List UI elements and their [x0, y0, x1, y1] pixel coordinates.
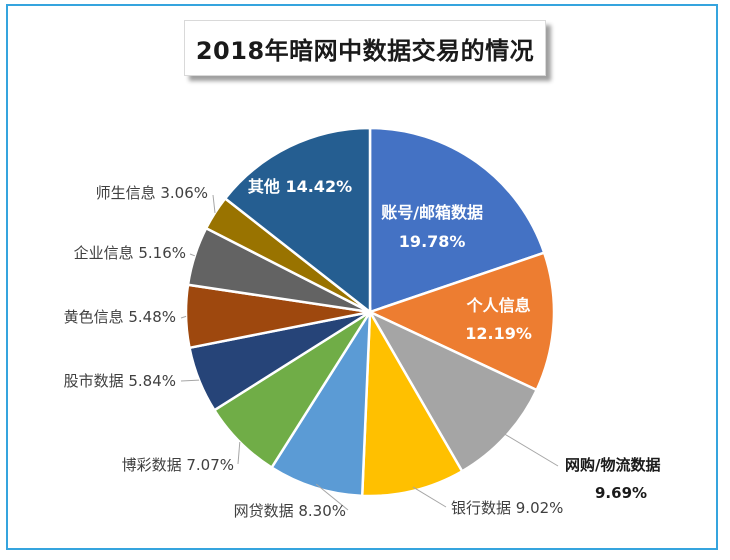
leader-line	[315, 483, 349, 511]
slice-label: 黄色信息 5.48%	[64, 308, 176, 326]
slice-label: 网购/物流数据	[565, 456, 660, 474]
chart-title: 2018年暗网中数据交易的情况	[195, 36, 535, 65]
pie-slice	[366, 309, 539, 473]
slice-label: 银行数据 9.02%	[451, 499, 563, 517]
slice-percent: 19.78%	[399, 232, 466, 251]
chart-title-box: 2018年暗网中数据交易的情况	[184, 20, 546, 76]
pie-slice	[366, 251, 556, 392]
pie-slice	[269, 307, 372, 498]
slice-label: 企业信息 5.16%	[74, 244, 186, 262]
slice-label: 师生信息 3.06%	[96, 184, 208, 202]
leader-line	[237, 441, 241, 465]
slice-percent: 9.69%	[595, 484, 647, 502]
pie-slice	[223, 126, 372, 315]
leader-line	[499, 430, 559, 467]
slice-label: 个人信息	[466, 296, 531, 315]
slice-label: 账号/邮箱数据	[381, 203, 483, 222]
pie-slice	[368, 126, 546, 314]
leader-line	[180, 315, 187, 319]
slice-label: 博彩数据 7.07%	[122, 456, 234, 474]
leader-line	[180, 379, 200, 382]
slice-label: 股市数据 5.84%	[64, 372, 176, 390]
slice-percent: 12.19%	[465, 324, 532, 343]
slice-label: 网贷数据 8.30%	[234, 502, 346, 520]
leader-line	[212, 194, 216, 213]
leader-line	[189, 253, 195, 257]
pie-slice	[360, 307, 464, 498]
leader-line	[412, 486, 447, 508]
slice-label: 其他 14.42%	[248, 177, 352, 196]
